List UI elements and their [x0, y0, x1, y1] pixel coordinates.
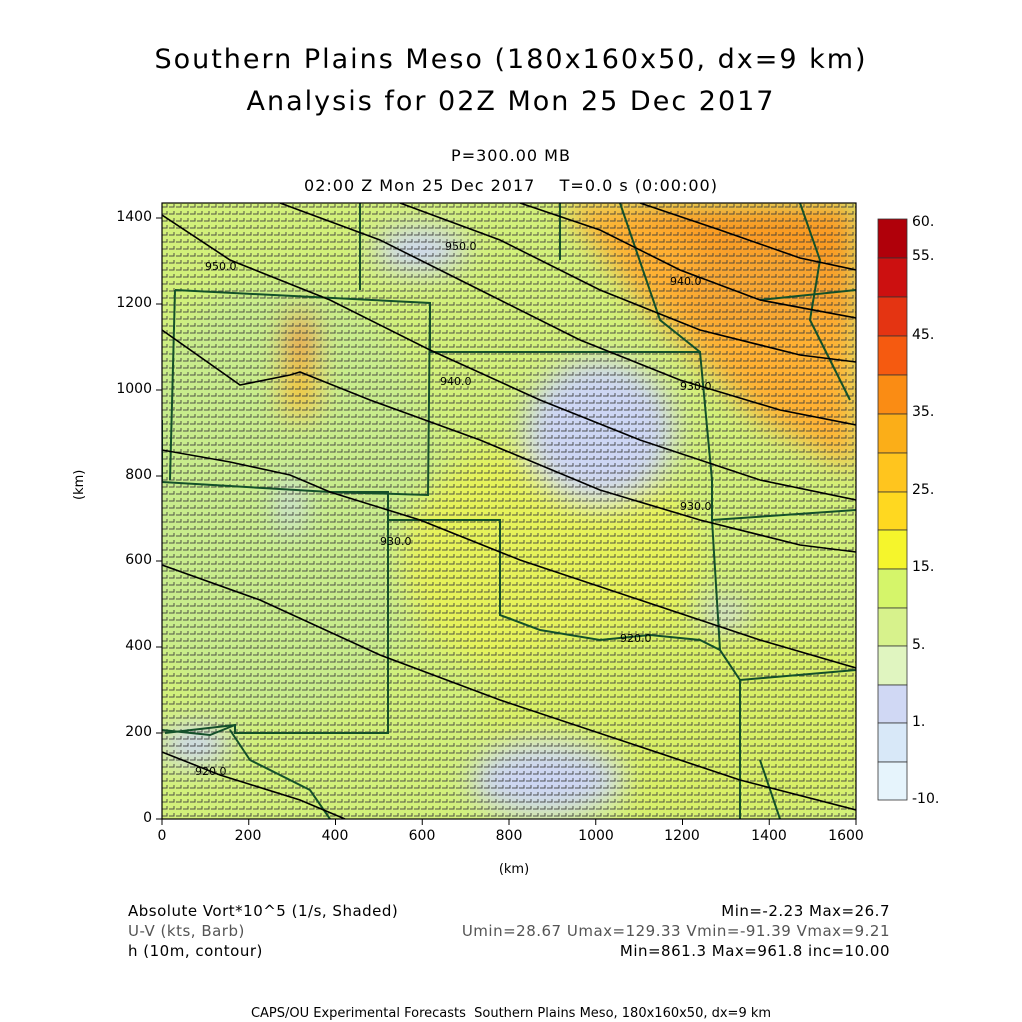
colorbar-label: 55.: [912, 248, 935, 264]
y-tick-label: 0: [143, 810, 152, 826]
contour-label: 920.0: [620, 632, 652, 645]
y-tick-label: 200: [125, 724, 152, 740]
axis-ticks: [156, 217, 857, 825]
x-tick-label: 1600: [828, 828, 864, 844]
x-axis-label: (km): [498, 862, 530, 877]
x-tick-label: 0: [157, 828, 167, 844]
contour-label: 930.0: [380, 535, 412, 548]
legend-contour-field: h (10m, contour): [128, 942, 263, 960]
x-tick-label: 800: [495, 828, 523, 844]
legend-shaded-field: Absolute Vort*10^5 (1/s, Shaded): [128, 902, 399, 920]
colorbar: [877, 218, 908, 801]
title-line-1: Southern Plains Meso (180x160x50, dx=9 k…: [154, 44, 868, 75]
contour-label: 950.0: [445, 240, 477, 253]
contour-label: 940.0: [670, 275, 702, 288]
x-tick-label: 400: [321, 828, 349, 844]
contour-label: 950.0: [205, 260, 237, 273]
legend-barb-field: U-V (kts, Barb): [128, 922, 245, 940]
y-tick-label: 800: [125, 467, 152, 483]
contour-label: 940.0: [440, 375, 472, 388]
y-tick-label: 600: [125, 552, 152, 568]
colorbar-label: 35.: [912, 404, 935, 420]
colorbar-label: -10.: [912, 791, 940, 807]
y-tick-label: 1400: [116, 209, 152, 225]
height-contours: [162, 203, 856, 819]
colorbar-label: 60.: [912, 214, 935, 230]
colorbar-label: 1.: [912, 714, 926, 730]
y-tick-label: 1000: [116, 381, 152, 397]
colorbar-label: 45.: [912, 327, 935, 343]
contour-label: 930.0: [680, 500, 712, 513]
legend-shaded-range: Min=-2.23 Max=26.7: [721, 902, 890, 920]
footer-credit: CAPS/OU Experimental Forecasts Southern …: [250, 1006, 772, 1021]
legend-barb-range: Umin=28.67 Umax=129.33 Vmin=-91.39 Vmax=…: [461, 922, 890, 940]
vorticity-shading: 920.0 930.0 940.0 950.0 950.0 940.0 930.…: [162, 203, 856, 819]
colorbar-label: 15.: [912, 559, 935, 575]
pressure-level: P=300.00 MB: [451, 146, 571, 165]
contour-label: 920.0: [195, 765, 227, 778]
colorbar-label: 25.: [912, 482, 935, 498]
valid-time: 02:00 Z Mon 25 Dec 2017 T=0.0 s (0:00:00…: [304, 176, 718, 195]
x-tick-label: 600: [408, 828, 436, 844]
y-tick-label: 400: [125, 638, 152, 654]
x-tick-label: 1200: [664, 828, 700, 844]
y-axis-label: (km): [72, 469, 87, 500]
state-boundaries: [162, 203, 856, 819]
contour-label: 930.0: [680, 380, 712, 393]
y-tick-label: 1200: [116, 295, 152, 311]
colorbar-label: 5.: [912, 637, 926, 653]
x-tick-label: 200: [234, 828, 262, 844]
legend-contour-range: Min=861.3 Max=961.8 inc=10.00: [619, 942, 890, 960]
x-tick-label: 1400: [751, 828, 787, 844]
x-tick-label: 1000: [578, 828, 614, 844]
title-line-2: Analysis for 02Z Mon 25 Dec 2017: [246, 86, 776, 117]
